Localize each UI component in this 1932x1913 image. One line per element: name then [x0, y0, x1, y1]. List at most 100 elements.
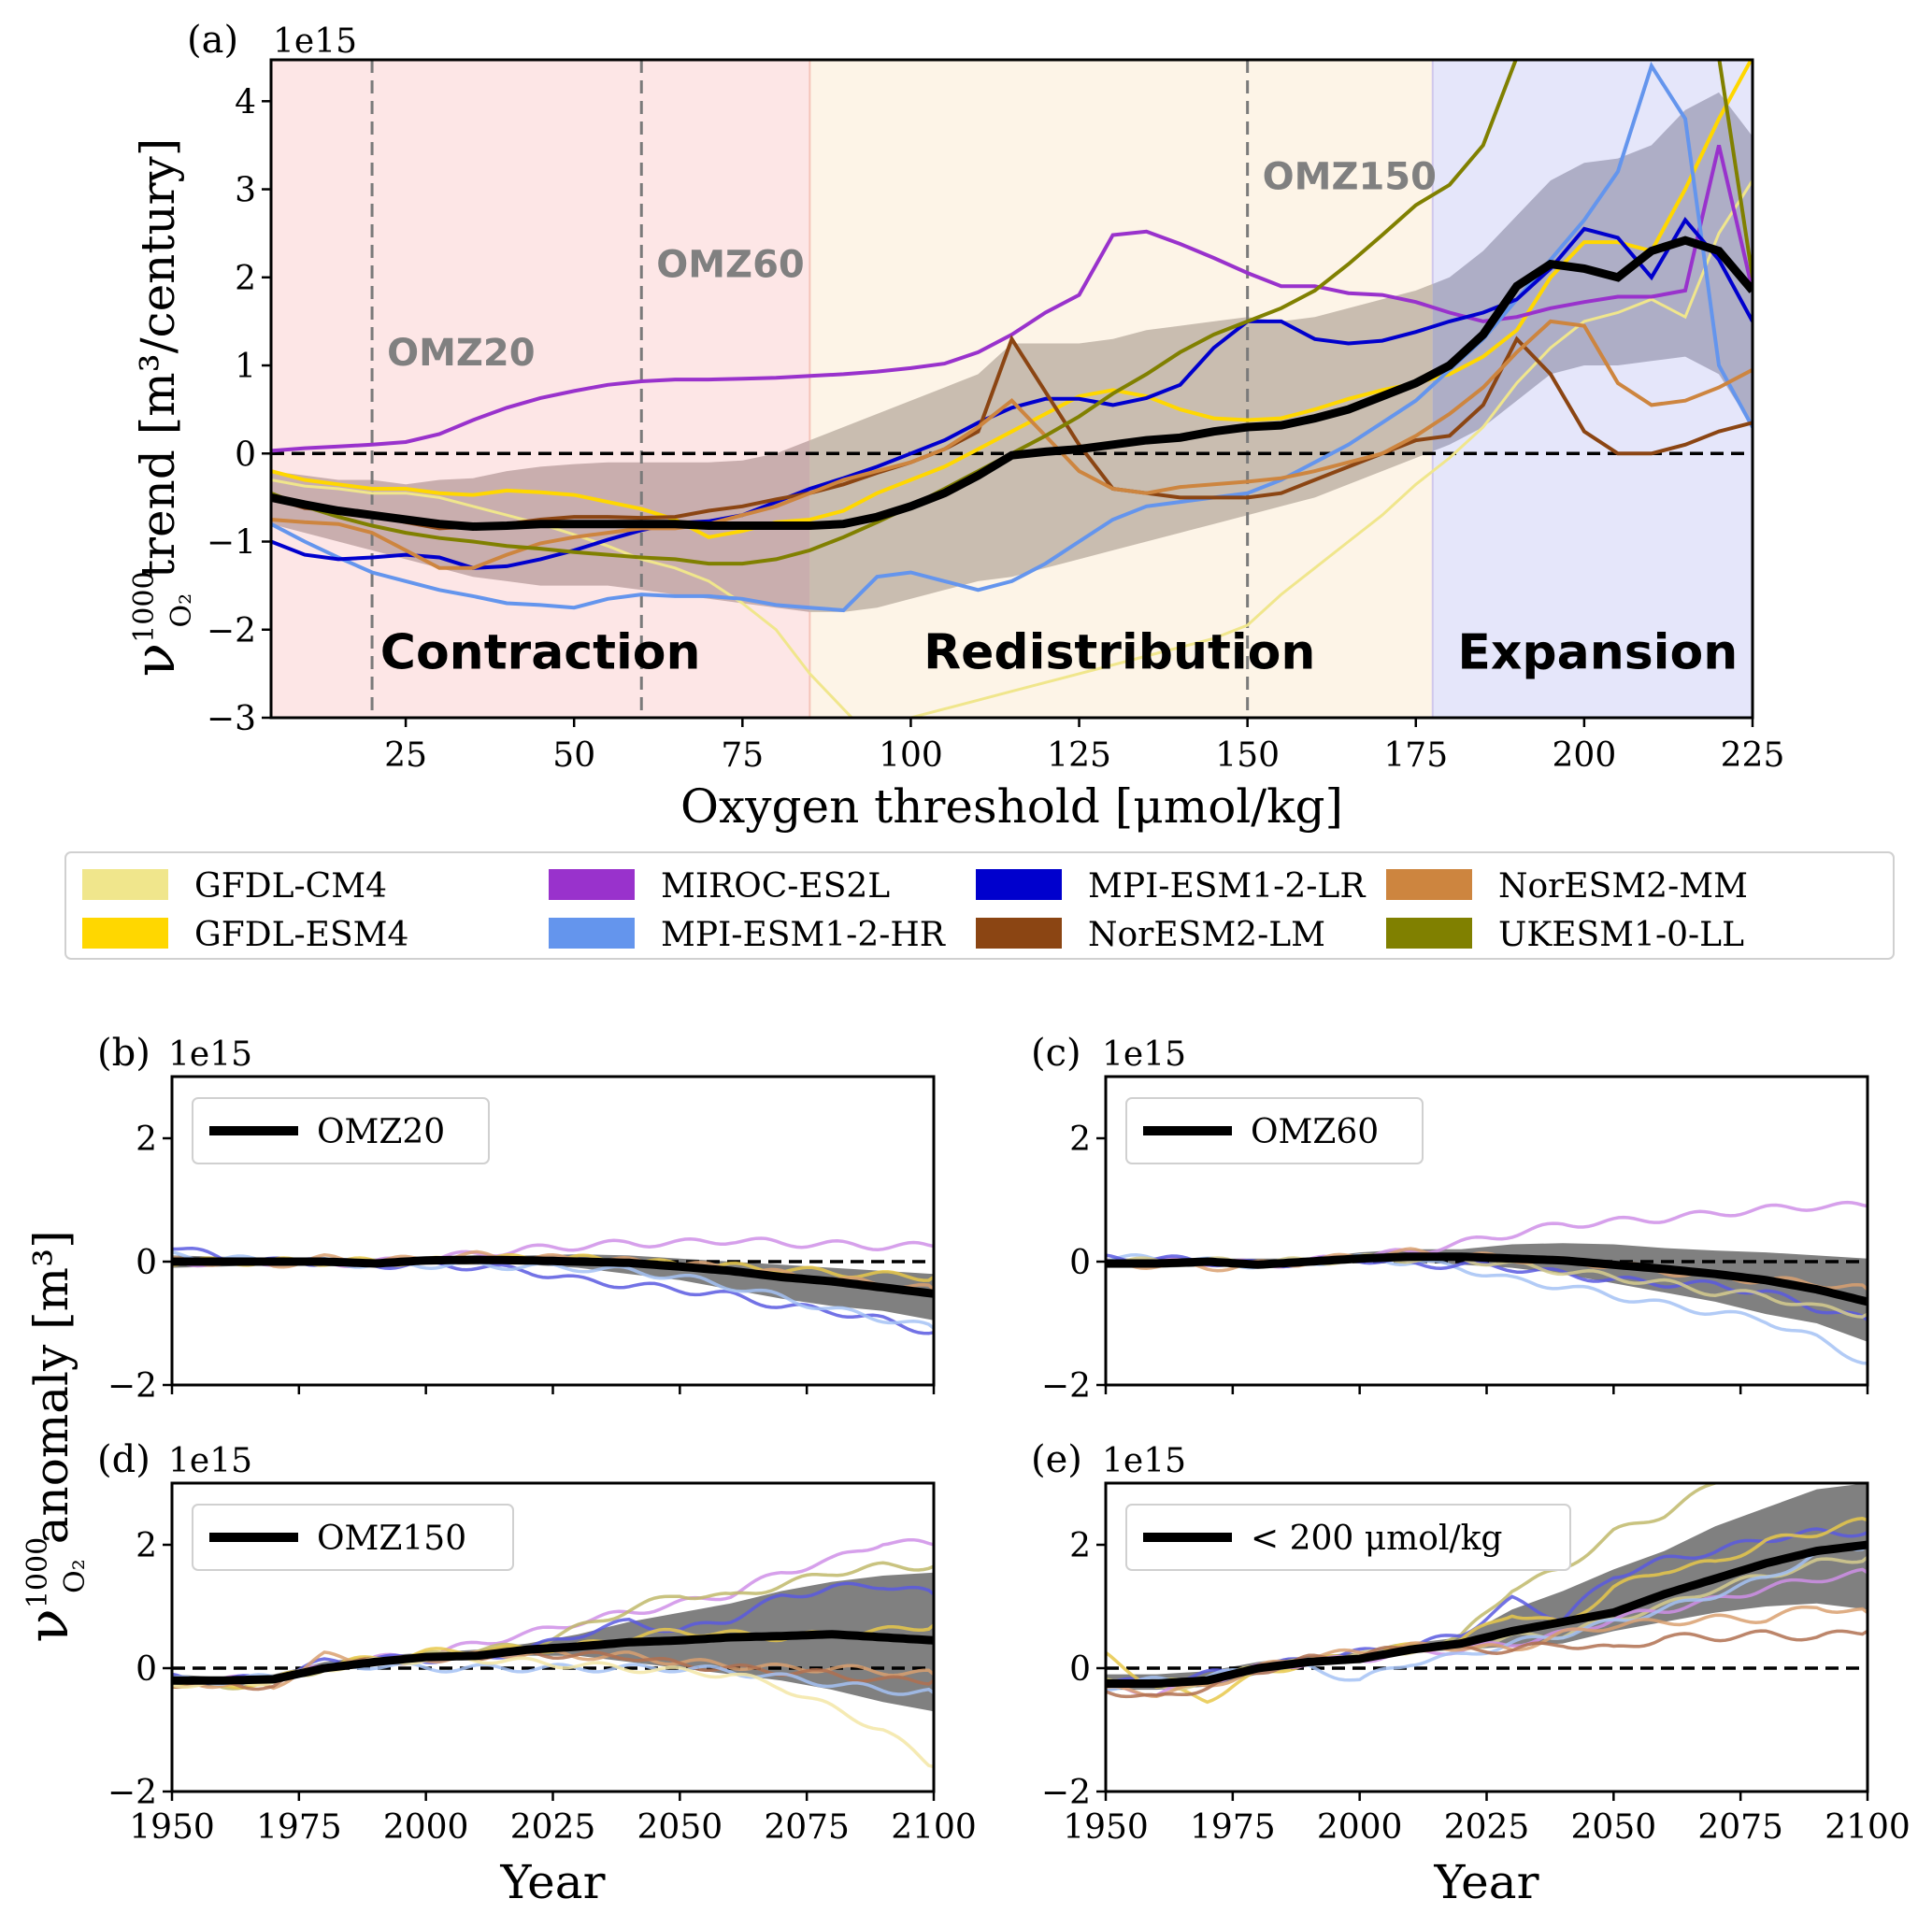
legend-swatch	[1386, 869, 1472, 900]
legend-swatch	[976, 918, 1062, 949]
x-tick-label: 1975	[256, 1808, 342, 1847]
y-title-rest: anomaly [m³]	[24, 1230, 79, 1559]
panel-label: (c)	[1031, 1032, 1081, 1075]
omz-label: OMZ20	[387, 332, 535, 375]
plot-area-a: OMZ20 OMZ60 OMZ150 Contraction Redistributio…	[271, 60, 1753, 718]
series-line-miroc-es2l	[271, 144, 1753, 453]
x-tick-label: 175	[1383, 736, 1448, 775]
panel-e: 1950 1975 2000 2025 2050 2075 2100 −2 0 2 (e) 1e15 Y…	[1031, 1438, 1911, 1909]
x-tick-label: 2075	[764, 1808, 850, 1847]
series-line-mpi-esm1-2-hr	[271, 61, 1753, 613]
x-tick-label: 2025	[510, 1808, 596, 1847]
y-tick-label: −2	[207, 612, 256, 650]
panel-legend: OMZ20	[192, 1097, 490, 1164]
x-tick-label: 75	[721, 736, 764, 775]
y-title-sub: O₂	[165, 593, 198, 628]
panel-label: (a)	[187, 19, 238, 62]
y-tick-label: 2	[136, 1527, 157, 1565]
x-tick-label: 2075	[1697, 1808, 1783, 1847]
region-contraction	[271, 60, 810, 718]
y-tick-label: −2	[107, 1774, 157, 1812]
legend-label: NorESM2-MM	[1498, 867, 1748, 906]
panel-legend-label: OMZ150	[317, 1520, 466, 1558]
offset-label: 1e15	[1102, 1035, 1186, 1074]
x-tick-label: 100	[879, 736, 943, 775]
model-legend: GFDL-CM4 MIROC-ES2L MPI-ESM1-2-LR NorESM2-M…	[64, 851, 1895, 960]
legend-item: MPI-ESM1-2-LR	[976, 867, 1366, 906]
panel-legend-frame	[192, 1504, 514, 1571]
y-tick-label: 1	[235, 348, 256, 386]
series-line-noresm2-mm	[1106, 1247, 1868, 1292]
panel-label: (d)	[97, 1438, 150, 1481]
series-line-ensemble-mean	[1106, 1540, 1868, 1688]
legend-label: MPI-ESM1-2-LR	[1088, 867, 1366, 906]
x-axis-title: Oxygen threshold [μmol/kg]	[680, 779, 1343, 834]
x-tick-label: 1950	[129, 1808, 215, 1847]
legend-item: NorESM2-LM	[976, 916, 1325, 954]
panel-legend-label: < 200 μmol/kg	[1251, 1520, 1502, 1558]
panel-a: OMZ20 OMZ60 OMZ150 Contraction Redistributio…	[187, 19, 1785, 834]
x-tick-label: 25	[384, 736, 427, 775]
spread-band-redistribution	[809, 283, 1433, 612]
legend-label: NorESM2-LM	[1088, 916, 1325, 954]
spread-band	[172, 1572, 934, 1712]
series-line-ensemble-mean	[172, 1255, 934, 1298]
panel-legend-frame	[1125, 1097, 1424, 1164]
y-tick-label: 0	[235, 435, 256, 474]
y-tick-label: −3	[207, 700, 256, 738]
x-tick-label: 200	[1553, 736, 1617, 775]
panel-legend-label: OMZ60	[1251, 1113, 1379, 1151]
legend-swatch	[976, 869, 1062, 900]
x-tick-label: 2050	[637, 1808, 723, 1847]
y-tick-label: 4	[235, 83, 256, 121]
series-line-ensemble-mean	[172, 1630, 934, 1685]
panel-legend-frame	[1125, 1504, 1571, 1571]
panel-d: 1950 1975 2000 2025 2050 2075 2100 −2 0 2 (d) 1e15 Y…	[97, 1438, 977, 1909]
legend-item: NorESM2-MM	[1386, 867, 1748, 906]
y-tick-label: −2	[107, 1367, 157, 1406]
plot-area-e	[1106, 1483, 1868, 1792]
offset-label: 1e15	[273, 22, 357, 61]
series-line-gfdl-cm4	[271, 179, 1753, 718]
legend-item: GFDL-ESM4	[82, 916, 408, 954]
legend-swatch	[1386, 918, 1472, 949]
legend-label: MIROC-ES2L	[661, 867, 890, 906]
y-tick-label: 2	[1069, 1121, 1091, 1159]
x-tick-label: 2100	[1825, 1808, 1911, 1847]
x-tick-label: 1975	[1190, 1808, 1276, 1847]
region-label: Redistribution	[923, 624, 1315, 680]
x-tick-label: 225	[1721, 736, 1785, 775]
series-line-gfdl-esm4	[1106, 1517, 1868, 1705]
panel-legend: OMZ150	[192, 1504, 514, 1571]
y-title-nu: ν	[122, 643, 188, 677]
panel-legend: < 200 μmol/kg	[1125, 1504, 1571, 1571]
panel-label: (e)	[1031, 1438, 1082, 1481]
panel-legend: OMZ60	[1125, 1097, 1424, 1164]
panel-legend-label: OMZ20	[317, 1113, 445, 1151]
legend-label: UKESM1-0-LL	[1498, 916, 1744, 954]
y-tick-label: 0	[136, 1244, 157, 1282]
y-tick-label: 2	[1069, 1527, 1091, 1565]
series-line-ensemble-mean	[271, 236, 1753, 532]
y-title-sup: 1000	[21, 1537, 54, 1608]
panel-c: −2 0 2 (c) 1e15 OMZ60	[1031, 1032, 1869, 1406]
x-tick-label: 1950	[1063, 1808, 1149, 1847]
x-axis-title: Year	[1434, 1855, 1539, 1909]
x-tick-label: 150	[1215, 736, 1280, 775]
series-line-noresm2-mm	[1106, 1605, 1868, 1698]
y-tick-label: −2	[1041, 1367, 1091, 1406]
spread-band	[1106, 1483, 1868, 1691]
legend-swatch	[549, 869, 635, 900]
legend-label: GFDL-ESM4	[194, 916, 408, 954]
y-title-nu: ν	[16, 1608, 81, 1642]
y-axis-title-trend: ν1000 O₂ trend [m³/century]	[122, 138, 198, 678]
x-axis-title: Year	[500, 1855, 606, 1909]
omz-label: OMZ60	[656, 244, 804, 287]
region-label: Contraction	[380, 624, 701, 680]
omz-label: OMZ150	[1263, 155, 1437, 198]
y-title-rest: trend [m³/century]	[131, 138, 185, 593]
series-line-gfdl-esm4	[271, 60, 1753, 539]
x-tick-label: 2025	[1444, 1808, 1530, 1847]
offset-label: 1e15	[168, 1035, 252, 1074]
